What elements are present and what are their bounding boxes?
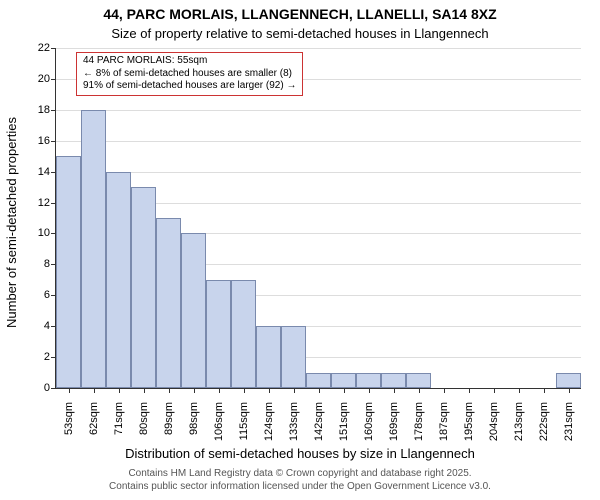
bar	[381, 373, 406, 388]
bar	[231, 280, 256, 388]
annotation-line1: 44 PARC MORLAIS: 55sqm	[83, 55, 296, 68]
chart-title-line2: Size of property relative to semi-detach…	[0, 26, 600, 41]
bar	[56, 156, 81, 388]
gridline	[56, 110, 581, 111]
bar	[331, 373, 356, 388]
y-tick-label: 12	[38, 197, 56, 209]
y-tick-label: 10	[38, 227, 56, 239]
bar	[306, 373, 331, 388]
x-tick-mark	[119, 388, 120, 393]
x-tick-mark	[194, 388, 195, 393]
bar	[181, 233, 206, 388]
x-tick-mark	[394, 388, 395, 393]
x-tick-mark	[494, 388, 495, 393]
bar	[281, 326, 306, 388]
bar	[156, 218, 181, 388]
y-tick-label: 18	[38, 104, 56, 116]
chart-footer: Contains HM Land Registry data © Crown c…	[0, 468, 600, 493]
bar	[131, 187, 156, 388]
footer-line2: Contains public sector information licen…	[109, 481, 491, 492]
bar	[206, 280, 231, 388]
gridline	[56, 141, 581, 142]
annotation-line3: 91% of semi-detached houses are larger (…	[83, 80, 296, 93]
x-tick-mark	[344, 388, 345, 393]
annotation-line2: ← 8% of semi-detached houses are smaller…	[83, 68, 296, 81]
y-tick-label: 14	[38, 166, 56, 178]
gridline	[56, 48, 581, 49]
chart-title-line1: 44, PARC MORLAIS, LLANGENNECH, LLANELLI,…	[0, 6, 600, 22]
footer-line1: Contains HM Land Registry data © Crown c…	[128, 468, 471, 479]
x-tick-mark	[469, 388, 470, 393]
x-tick-mark	[219, 388, 220, 393]
x-tick-mark	[319, 388, 320, 393]
x-tick-mark	[244, 388, 245, 393]
x-tick-mark	[544, 388, 545, 393]
chart-container: 44, PARC MORLAIS, LLANGENNECH, LLANELLI,…	[0, 0, 600, 500]
y-axis-label: Number of semi-detached properties	[4, 117, 19, 328]
x-tick-mark	[94, 388, 95, 393]
bar	[256, 326, 281, 388]
x-tick-mark	[369, 388, 370, 393]
annotation-box: 44 PARC MORLAIS: 55sqm← 8% of semi-detac…	[76, 52, 303, 96]
plot-area: 024681012141618202253sqm62sqm71sqm80sqm8…	[55, 48, 581, 389]
x-tick-mark	[444, 388, 445, 393]
y-tick-label: 22	[38, 42, 56, 54]
y-tick-label: 8	[44, 258, 56, 270]
x-tick-mark	[169, 388, 170, 393]
y-tick-label: 20	[38, 73, 56, 85]
x-tick-mark	[519, 388, 520, 393]
x-tick-mark	[569, 388, 570, 393]
bar	[356, 373, 381, 388]
x-tick-mark	[69, 388, 70, 393]
x-tick-mark	[419, 388, 420, 393]
y-tick-label: 0	[44, 382, 56, 394]
y-tick-label: 16	[38, 135, 56, 147]
x-tick-mark	[294, 388, 295, 393]
bar	[106, 172, 131, 388]
bar	[556, 373, 581, 388]
bar	[81, 110, 106, 388]
y-tick-label: 6	[44, 289, 56, 301]
bar	[406, 373, 431, 388]
x-tick-mark	[269, 388, 270, 393]
x-axis-label: Distribution of semi-detached houses by …	[0, 446, 600, 461]
y-tick-label: 4	[44, 320, 56, 332]
x-tick-mark	[144, 388, 145, 393]
y-tick-label: 2	[44, 351, 56, 363]
gridline	[56, 172, 581, 173]
